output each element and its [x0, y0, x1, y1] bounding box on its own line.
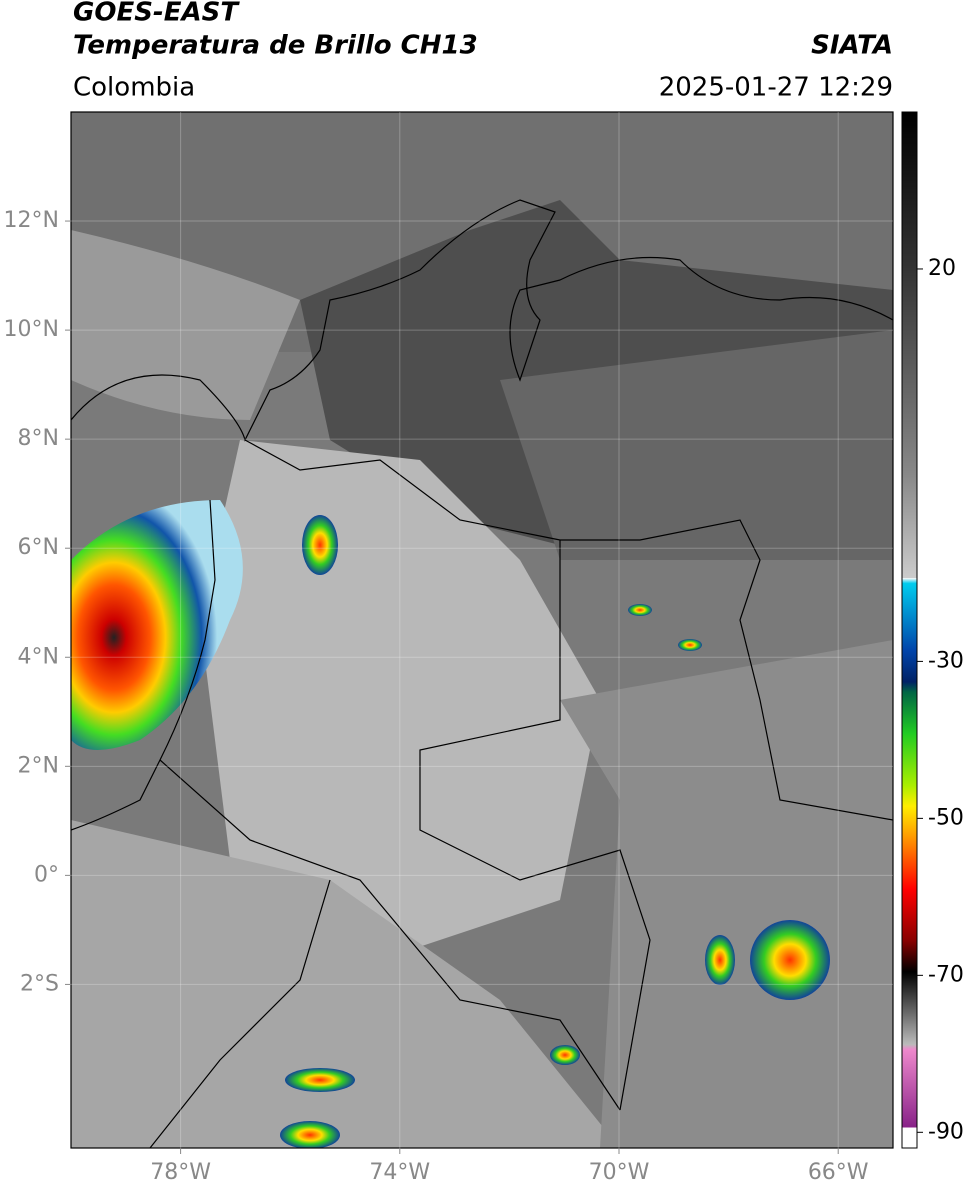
y-tick-label: 4°N — [18, 644, 59, 669]
y-tick-label: 6°N — [18, 535, 59, 560]
y-tick-label: 2°N — [18, 753, 59, 778]
colorbar-tick-label: -90 — [928, 1119, 964, 1144]
source: SIATA — [811, 31, 893, 61]
y-tick-label: 0° — [34, 862, 59, 887]
x-tick-label: 74°W — [369, 1160, 430, 1185]
y-tick-label: 12°N — [4, 208, 59, 233]
region: Colombia — [73, 73, 195, 103]
y-tick-label: 10°N — [4, 317, 59, 342]
datetime: 2025-01-27 12:29 — [659, 73, 893, 103]
y-tick-label: 8°N — [18, 426, 59, 451]
y-tick-label: 2°S — [20, 971, 59, 996]
x-tick-label: 70°W — [589, 1160, 650, 1185]
colorbar — [901, 111, 918, 1149]
x-tick-label: 78°W — [150, 1160, 211, 1185]
colorbar-tick-label: 20 — [928, 256, 956, 281]
x-tick-label: 66°W — [808, 1160, 869, 1185]
subtitle: Temperatura de Brillo CH13 — [73, 31, 478, 61]
map-frame — [70, 111, 894, 1149]
satellite-image — [71, 112, 893, 1148]
colorbar-tick-label: -50 — [928, 805, 964, 830]
colorbar-tick-label: -70 — [928, 962, 964, 987]
title: GOES-EAST — [73, 0, 240, 28]
colorbar-tick-label: -30 — [928, 648, 964, 673]
